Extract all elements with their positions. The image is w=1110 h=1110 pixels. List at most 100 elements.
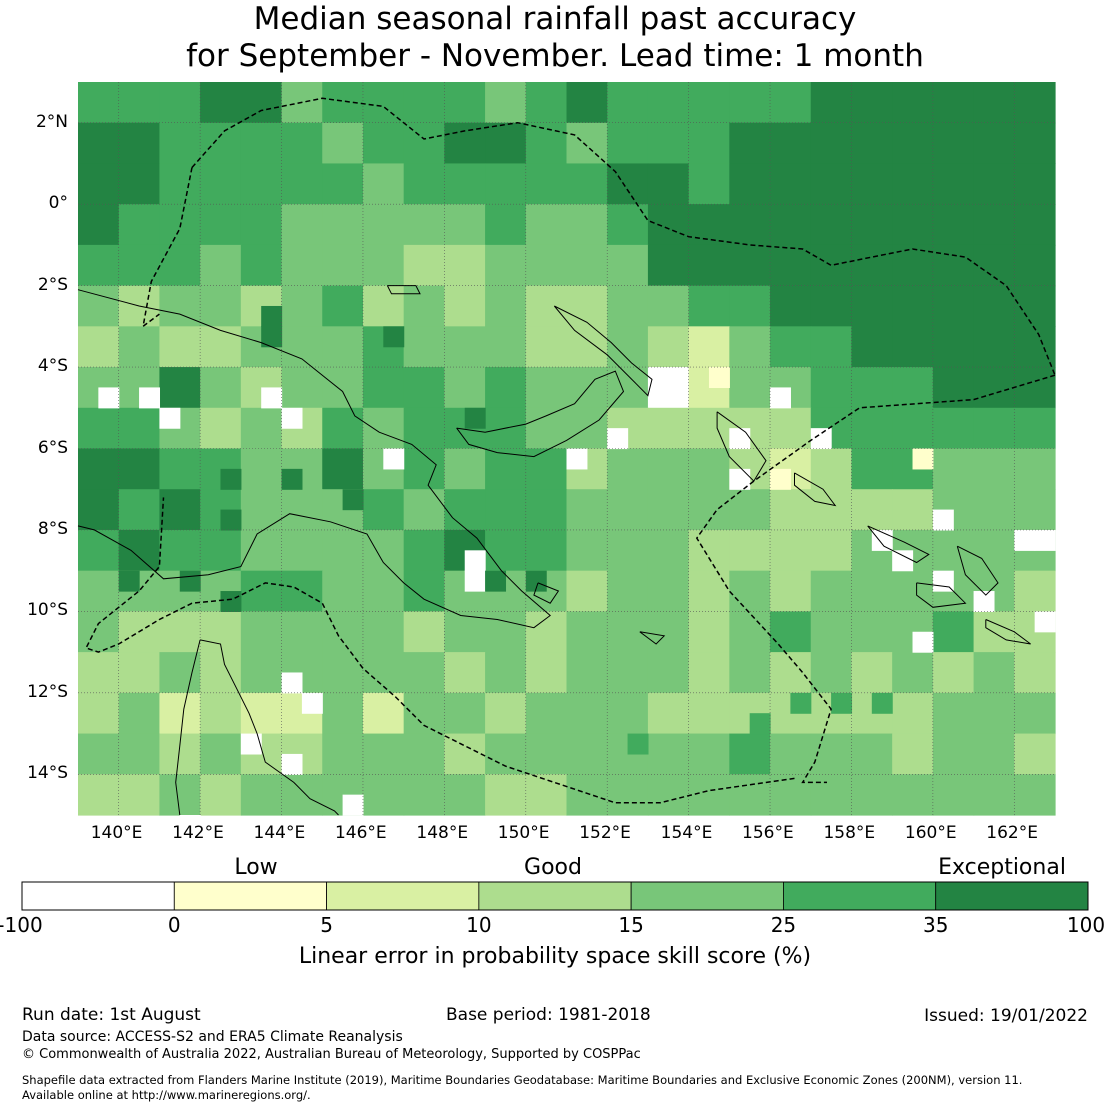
- skill-cell: [973, 407, 1015, 450]
- skill-cell: [932, 692, 975, 735]
- skill-cell: [688, 285, 730, 327]
- skill-cell: [322, 570, 364, 612]
- longitude-tick-label: 162°E: [986, 823, 1038, 843]
- skill-cell: [118, 652, 161, 694]
- skill-cell: [200, 733, 242, 775]
- skill-cell: [444, 489, 486, 531]
- skill-cell: [688, 529, 730, 572]
- skill-cell: [647, 733, 690, 775]
- skill-cell: [892, 550, 914, 572]
- skill-cell: [932, 163, 975, 205]
- skill-cell: [281, 285, 323, 327]
- skill-cell: [892, 733, 934, 775]
- skill-cell: [1034, 611, 1056, 633]
- skill-cell: [403, 529, 445, 572]
- colorbar-swatch: [783, 881, 937, 911]
- skill-cell: [78, 529, 120, 572]
- skill-cell: [647, 407, 690, 450]
- skill-cell: [749, 713, 771, 735]
- skill-cell: [525, 448, 568, 490]
- skill-cell: [607, 326, 649, 368]
- colorbar-axis-label: Linear error in probability space skill …: [298, 944, 812, 969]
- skill-cell: [362, 367, 405, 409]
- skill-cell: [729, 122, 771, 165]
- coast-segment: [867, 525, 930, 564]
- skill-cell: [220, 591, 242, 612]
- skill-cell: [647, 204, 690, 246]
- skill-cell: [485, 489, 527, 531]
- skill-cell: [647, 163, 690, 205]
- skill-cell: [118, 774, 161, 816]
- skill-cell: [78, 448, 120, 490]
- skill-cell: [159, 774, 201, 816]
- skill-cell: [179, 815, 201, 836]
- skill-cell: [159, 367, 201, 409]
- skill-cell: [932, 448, 975, 490]
- skill-cell: [810, 285, 853, 327]
- skill-cell: [688, 774, 730, 816]
- skill-cell: [281, 529, 323, 572]
- skill-cell: [770, 326, 812, 368]
- skill-cell: [261, 305, 283, 327]
- skill-cell: [973, 733, 1015, 775]
- skill-cell: [566, 122, 608, 165]
- skill-cell: [342, 794, 364, 816]
- legend-category-low: Low: [234, 855, 278, 880]
- skill-cell: [973, 163, 1015, 205]
- skill-cell: [362, 774, 405, 816]
- skill-cell: [973, 692, 1015, 735]
- skill-cell: [932, 367, 975, 409]
- shapefile-credit-line1: Shapefile data extracted from Flanders M…: [22, 1073, 1023, 1087]
- skill-cell: [485, 285, 527, 327]
- skill-cell: [607, 489, 649, 531]
- colorbar-swatch: [21, 881, 175, 911]
- colorbar-swatch: [326, 881, 480, 911]
- colorbar-swatch: [935, 881, 1089, 911]
- skill-cell: [729, 367, 771, 409]
- skill-cell: [851, 407, 893, 450]
- skill-cell: [200, 244, 242, 287]
- skill-cell: [932, 407, 975, 450]
- skill-cell: [200, 163, 242, 205]
- skill-cell: [607, 448, 649, 490]
- skill-cell: [647, 285, 690, 327]
- skill-cell: [240, 652, 283, 694]
- skill-cell: [973, 448, 1015, 490]
- latitude-tick-label: 4°S: [37, 356, 68, 377]
- skill-cell: [892, 407, 934, 450]
- skill-cell: [1014, 407, 1056, 450]
- skill-cell: [566, 652, 608, 694]
- skill-cell: [892, 367, 934, 409]
- skill-cell: [1014, 570, 1056, 612]
- skill-cell: [729, 529, 771, 572]
- skill-cell: [362, 285, 405, 327]
- skill-cell: [1014, 774, 1056, 816]
- skill-cell: [973, 611, 1015, 653]
- colorbar-tick: 0: [167, 913, 181, 937]
- skill-cell: [281, 122, 323, 165]
- skill-cell: [525, 367, 568, 409]
- skill-cell: [647, 570, 690, 612]
- skill-cell: [810, 82, 853, 124]
- skill-cell: [932, 611, 975, 653]
- skill-cell: [118, 448, 161, 490]
- skill-cell: [932, 774, 975, 816]
- skill-cell: [892, 82, 934, 124]
- skill-cell: [159, 448, 201, 490]
- skill-cell: [322, 163, 364, 205]
- skill-cell: [1014, 489, 1056, 531]
- skill-cell: [78, 489, 120, 531]
- skill-cell: [78, 652, 120, 694]
- skill-cell: [525, 244, 568, 287]
- skill-cell: [322, 733, 364, 775]
- skill-cell: [159, 122, 201, 165]
- skill-cell: [810, 570, 853, 612]
- skill-cell: [322, 407, 364, 450]
- skill-cell: [220, 468, 242, 490]
- skill-cell: [322, 367, 364, 409]
- skill-cell: [607, 82, 649, 124]
- skill-cell: [525, 82, 568, 124]
- skill-cell: [647, 122, 690, 165]
- skill-cell: [118, 82, 161, 124]
